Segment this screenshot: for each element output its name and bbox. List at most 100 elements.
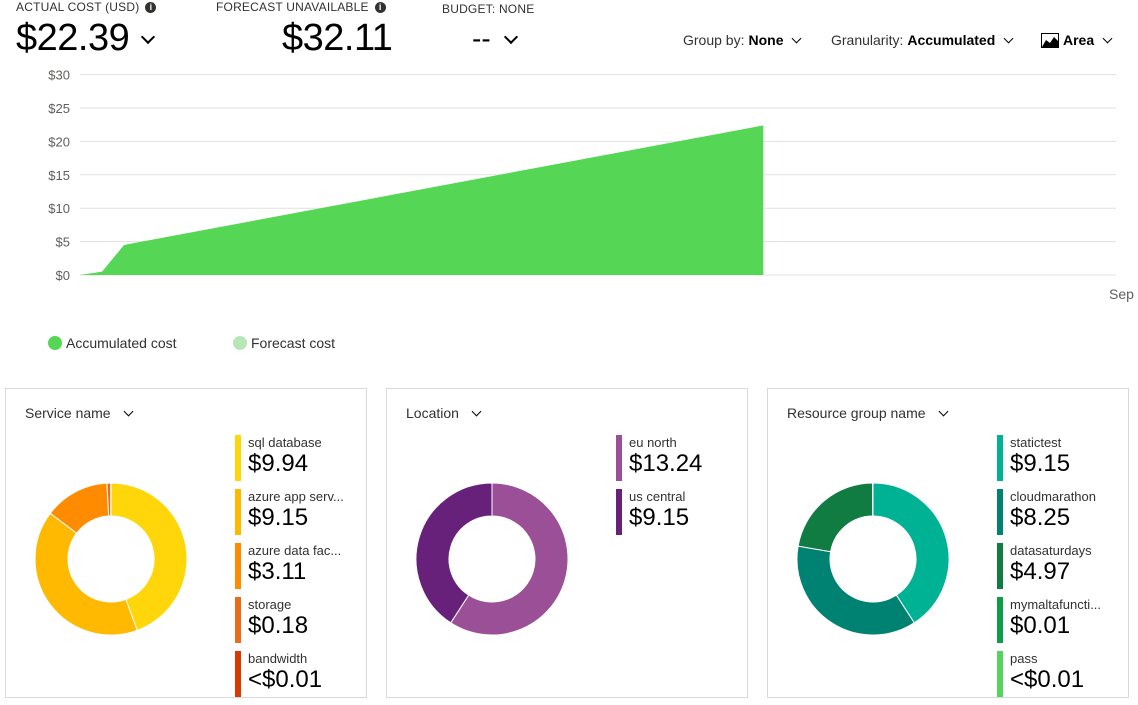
color-bar [616, 489, 622, 535]
chevron-down-icon [123, 406, 133, 416]
item-value: $9.15 [1010, 450, 1070, 478]
forecast-cost-dot [233, 336, 247, 350]
color-bar [616, 435, 622, 481]
location-legend-list: eu north$13.24 us central$9.15 [616, 435, 746, 705]
accumulated-cost-dot [48, 336, 62, 350]
item-name: mymaltafuncti... [1010, 597, 1101, 612]
item-value: $9.15 [629, 504, 689, 532]
chevron-down-icon[interactable] [504, 30, 518, 44]
color-bar [235, 435, 241, 481]
legend-item[interactable]: eu north$13.24 [616, 435, 702, 481]
location-donut-chart [412, 479, 572, 639]
item-value: $8.25 [1010, 504, 1096, 532]
location-dropdown[interactable]: Location [406, 405, 480, 421]
resource-group-panel: Resource group name statictest$9.15 cloud… [767, 388, 1129, 698]
legend-item[interactable]: sql database$9.94 [235, 435, 322, 481]
legend-item[interactable]: azure data fac...$3.11 [235, 543, 341, 589]
item-value: $4.97 [1010, 558, 1092, 586]
item-name: statictest [1010, 435, 1070, 450]
budget-value: -- [472, 23, 491, 54]
legend-accumulated-cost[interactable]: Accumulated cost [48, 335, 177, 351]
item-value: $9.94 [248, 450, 322, 478]
budget-label: BUDGET: NONE [442, 2, 534, 16]
resource-group-donut-chart [793, 479, 953, 639]
forecast-label: FORECAST UNAVAILABLE [216, 0, 369, 14]
legend-item[interactable]: cloudmarathon$8.25 [997, 489, 1096, 535]
chevron-down-icon [1004, 33, 1014, 43]
actual-cost-label: ACTUAL COST (USD) [16, 0, 139, 14]
legend-label: Accumulated cost [66, 335, 177, 351]
actual-cost-kpi[interactable]: ACTUAL COST (USD) i $22.39 [16, 0, 156, 58]
legend-item[interactable]: us central$9.15 [616, 489, 689, 535]
info-icon[interactable]: i [375, 2, 386, 13]
donut-slice[interactable] [798, 483, 873, 552]
granularity-label: Granularity: [831, 32, 903, 48]
panel-title: Resource group name [787, 405, 926, 421]
color-bar [997, 597, 1003, 643]
legend-item[interactable]: storage$0.18 [235, 597, 308, 643]
legend-item[interactable]: bandwidth<$0.01 [235, 651, 322, 697]
color-bar [997, 651, 1003, 697]
legend-forecast-cost[interactable]: Forecast cost [233, 335, 335, 351]
item-value: $0.18 [248, 612, 308, 640]
y-tick-label: $10 [48, 201, 70, 216]
legend-item[interactable]: pass<$0.01 [997, 651, 1084, 697]
service-name-panel: Service name sql database$9.94 azure app … [5, 388, 367, 698]
item-name: bandwidth [248, 651, 322, 666]
item-name: azure app serv... [248, 489, 344, 504]
item-value: $0.01 [1010, 612, 1101, 640]
item-name: azure data fac... [248, 543, 341, 558]
item-value: $13.24 [629, 450, 702, 478]
color-bar [235, 489, 241, 535]
cost-area-chart: $0 $5 $10 $15 $20 $25 $30 Sep [0, 66, 1138, 306]
y-tick-label: $25 [48, 101, 70, 116]
color-bar [235, 543, 241, 589]
panel-title: Location [406, 405, 459, 421]
granularity-dropdown[interactable]: Granularity: Accumulated [831, 32, 1012, 48]
item-value: $9.15 [248, 504, 344, 532]
service-donut-chart [31, 479, 191, 639]
budget-kpi[interactable]: BUDGET: NONE -- [442, 2, 534, 54]
info-icon[interactable]: i [145, 2, 156, 13]
chart-type-dropdown[interactable]: Area [1041, 32, 1111, 48]
service-name-dropdown[interactable]: Service name [25, 405, 132, 421]
forecast-kpi: FORECAST UNAVAILABLE i $32.11 [216, 0, 392, 58]
y-tick-label: $30 [48, 68, 70, 83]
legend-item[interactable]: mymaltafuncti...$0.01 [997, 597, 1101, 643]
chevron-down-icon[interactable] [141, 30, 155, 44]
actual-cost-value: $22.39 [16, 17, 129, 59]
chevron-down-icon [938, 406, 948, 416]
group-by-dropdown[interactable]: Group by: None [683, 32, 800, 48]
resource-group-dropdown[interactable]: Resource group name [787, 405, 947, 421]
group-by-value: None [748, 32, 783, 48]
chevron-down-icon [1103, 33, 1113, 43]
color-bar [997, 489, 1003, 535]
legend-item[interactable]: azure app serv...$9.15 [235, 489, 344, 535]
item-name: datasaturdays [1010, 543, 1092, 558]
x-tick-label: Sep [1109, 286, 1134, 302]
item-name: sql database [248, 435, 322, 450]
chevron-down-icon [792, 33, 802, 43]
donut-slice[interactable] [797, 546, 914, 635]
y-tick-label: $0 [56, 268, 70, 283]
area-chart-icon [1041, 33, 1059, 48]
legend-item[interactable]: datasaturdays$4.97 [997, 543, 1092, 589]
color-bar [235, 597, 241, 643]
chart-type-value: Area [1063, 32, 1094, 48]
color-bar [235, 651, 241, 697]
y-tick-label: $20 [48, 134, 70, 149]
resource-group-legend-list: statictest$9.15 cloudmarathon$8.25 datasat… [997, 435, 1127, 705]
donut-slice[interactable] [35, 513, 137, 635]
y-tick-label: $15 [48, 168, 70, 183]
chevron-down-icon [471, 406, 481, 416]
y-tick-label: $5 [56, 235, 70, 250]
granularity-value: Accumulated [907, 32, 995, 48]
location-panel: Location eu north$13.24 us central$9.15 [386, 388, 748, 698]
color-bar [997, 435, 1003, 481]
color-bar [997, 543, 1003, 589]
accumulated-cost-area[interactable] [80, 125, 763, 275]
legend-item[interactable]: statictest$9.15 [997, 435, 1070, 481]
item-name: storage [248, 597, 308, 612]
item-name: us central [629, 489, 689, 504]
